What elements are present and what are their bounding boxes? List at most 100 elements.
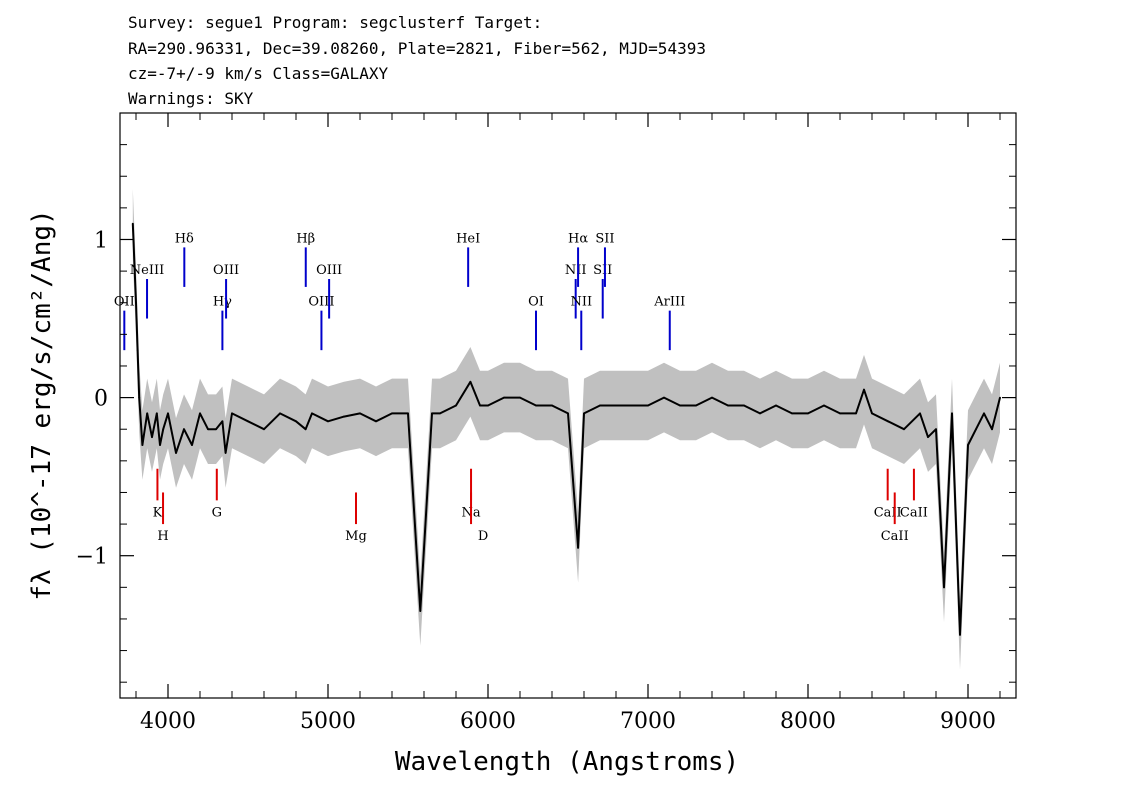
flux-point <box>136 349 139 352</box>
flux-point <box>679 404 681 407</box>
emission-label: SII <box>595 231 614 246</box>
absorption-label: G <box>212 505 222 520</box>
emission-label: NII <box>570 295 592 310</box>
header-line-3: cz=-7+/-9 km/s Class=GALAXY <box>128 64 388 83</box>
flux-point <box>951 412 953 415</box>
flux-point <box>775 404 777 407</box>
absorption-label: CaII <box>900 505 928 520</box>
absorption-label: D <box>478 529 488 544</box>
error-band <box>132 188 1001 670</box>
flux-point <box>503 396 505 399</box>
flux-point <box>991 428 993 431</box>
flux-point <box>159 444 161 446</box>
flux-point <box>231 412 233 415</box>
flux-point <box>221 420 224 423</box>
flux-point <box>855 412 857 415</box>
emission-label: OIII <box>213 263 239 278</box>
flux-point <box>175 452 177 454</box>
x-tick-label: 9000 <box>940 709 996 734</box>
flux-point <box>567 412 569 415</box>
x-tick-label: 6000 <box>460 709 516 734</box>
flux-point <box>999 396 1001 399</box>
x-tick-label: 5000 <box>300 709 356 734</box>
flux-point <box>224 452 227 454</box>
flux-point <box>141 444 144 446</box>
absorption-label: K <box>153 505 163 520</box>
flux-point <box>391 412 393 415</box>
flux-point <box>199 412 201 415</box>
x-tick-label: 4000 <box>140 709 196 734</box>
flux-point <box>551 404 553 407</box>
emission-label: OIII <box>316 263 342 278</box>
flux-point <box>155 412 158 415</box>
flux-point <box>167 412 169 415</box>
flux-point <box>577 546 579 549</box>
y-axis-label: fλ (10^-17 erg/s/cm²/Ang) <box>27 209 57 600</box>
flux-point <box>487 404 489 407</box>
absorption-label: H <box>157 529 168 544</box>
flux-point <box>311 412 313 415</box>
flux-point <box>863 388 865 391</box>
flux-point <box>583 412 585 415</box>
emission-label: Hδ <box>175 231 194 246</box>
flux-point <box>146 412 149 415</box>
flux-point <box>711 396 713 399</box>
flux-point <box>959 633 961 636</box>
x-tick-label: 8000 <box>780 709 836 734</box>
flux-line <box>131 223 1001 636</box>
flux-point <box>903 428 905 431</box>
emission-label: HeI <box>456 231 480 246</box>
flux-point <box>887 420 889 423</box>
flux-point <box>839 412 841 415</box>
flux-point <box>975 428 977 431</box>
flux-point <box>479 404 481 407</box>
flux-point <box>743 404 745 407</box>
emission-label: OII <box>114 295 135 310</box>
flux-point <box>615 404 617 407</box>
flux-point <box>431 412 433 415</box>
flux-point <box>727 404 729 407</box>
flux-point <box>359 412 361 415</box>
flux-point <box>439 412 441 415</box>
flux-point <box>695 404 697 407</box>
emission-label: Hβ <box>296 231 315 246</box>
header-line-4: Warnings: SKY <box>128 89 254 108</box>
flux-point <box>215 428 217 431</box>
absorption-label: Mg <box>345 529 367 544</box>
flux-point <box>919 412 921 415</box>
flux-point <box>469 380 472 383</box>
line-markers: OII NeIII Hδ Hγ OIII Hβ OIII OIII HeI OI NII Hα NII S… <box>114 231 928 544</box>
flux-point <box>519 396 521 399</box>
emission-label: OIII <box>308 295 334 310</box>
x-axis-label: Wavelength (Angstroms) <box>395 747 739 777</box>
flux-point <box>943 586 945 589</box>
flux-point <box>375 420 377 423</box>
flux-point <box>983 412 985 415</box>
flux-point <box>871 412 873 415</box>
flux-point <box>247 420 249 423</box>
flux-point <box>131 222 134 225</box>
emission-label: Hα <box>568 231 588 246</box>
emission-label: Hγ <box>213 295 232 310</box>
flux-point <box>183 428 185 431</box>
y-tick-label: −1 <box>76 545 108 570</box>
flux-point <box>327 420 329 423</box>
axis-ticks <box>120 112 1016 698</box>
y-tick-label: 1 <box>94 228 108 253</box>
flux-point <box>343 415 345 418</box>
emission-label: NII <box>565 263 587 278</box>
emission-label: NeIII <box>130 263 164 278</box>
flux-layer <box>131 222 1001 636</box>
flux-point <box>535 404 537 407</box>
error-band-area <box>132 188 1001 670</box>
emission-label: OI <box>528 295 544 310</box>
flux-point <box>967 444 969 446</box>
flux-point <box>407 412 409 415</box>
flux-point <box>419 610 422 612</box>
absorption-label: CaII <box>874 505 902 520</box>
flux-point <box>807 412 809 415</box>
flux-point <box>927 436 929 439</box>
flux-point <box>191 444 193 446</box>
flux-point <box>455 404 457 407</box>
